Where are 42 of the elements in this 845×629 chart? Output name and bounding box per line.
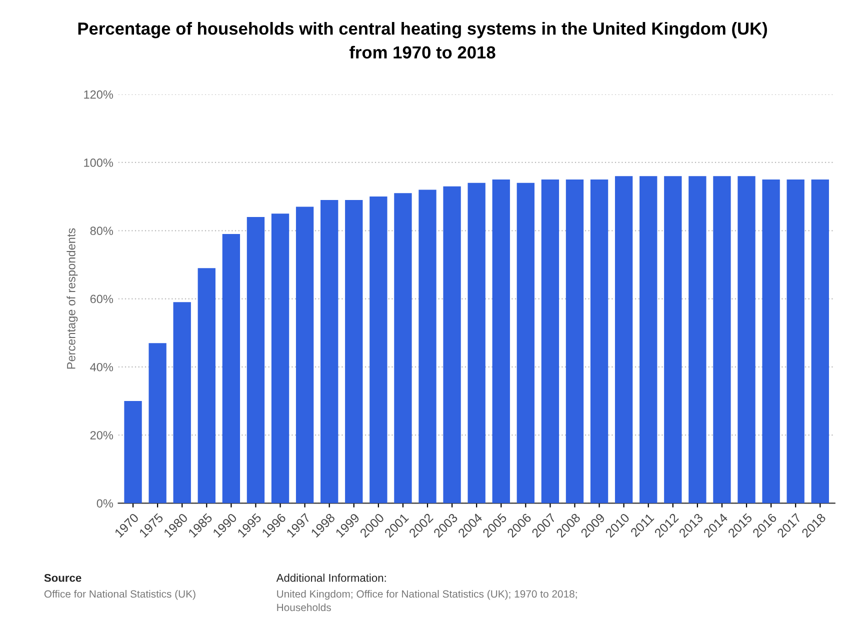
bar [173,302,191,504]
chart-title: Percentage of households with central heating systems in the United Kingdom (UK) from 1970 to 2018 [78,22,767,59]
y-axis-title: Percentage of respondents [66,228,78,369]
bar [688,176,706,504]
text: United Kingdom; Office for National Statistics (UK); 1970 to 2018; Households [277,590,577,612]
y-tick-label: 40% [90,362,114,372]
bar [640,176,658,504]
bar [762,180,780,504]
bar [222,234,240,504]
bar [198,268,216,504]
bar [468,182,486,504]
text: Additional Information: [276,574,386,582]
bar [664,176,682,504]
bar [738,176,756,504]
bar [566,180,584,504]
bar [443,186,461,504]
bar [614,176,633,504]
bar [148,343,166,504]
bar [786,180,804,504]
y-tick-label: 120% [84,90,114,99]
bar [394,193,412,504]
text: Office for National Statistics (UK) [44,590,196,600]
bar [296,206,314,504]
y-tick-label: 0% [96,499,114,508]
text: Source [44,574,82,582]
bar [370,196,388,504]
y-tick-label: 100% [84,158,114,167]
bar [590,180,608,504]
bar [124,400,142,504]
bar [246,217,265,504]
bar [516,182,534,504]
y-tick-label: 80% [90,226,114,236]
y-tick-label: 60% [90,294,114,304]
bar [713,176,731,504]
bar [271,214,290,504]
y-tick-label: 20% [90,431,114,440]
bar [541,180,560,504]
bar [320,200,338,504]
bar [345,200,363,504]
bar [492,180,510,504]
bar [811,180,829,504]
bar [418,190,436,504]
